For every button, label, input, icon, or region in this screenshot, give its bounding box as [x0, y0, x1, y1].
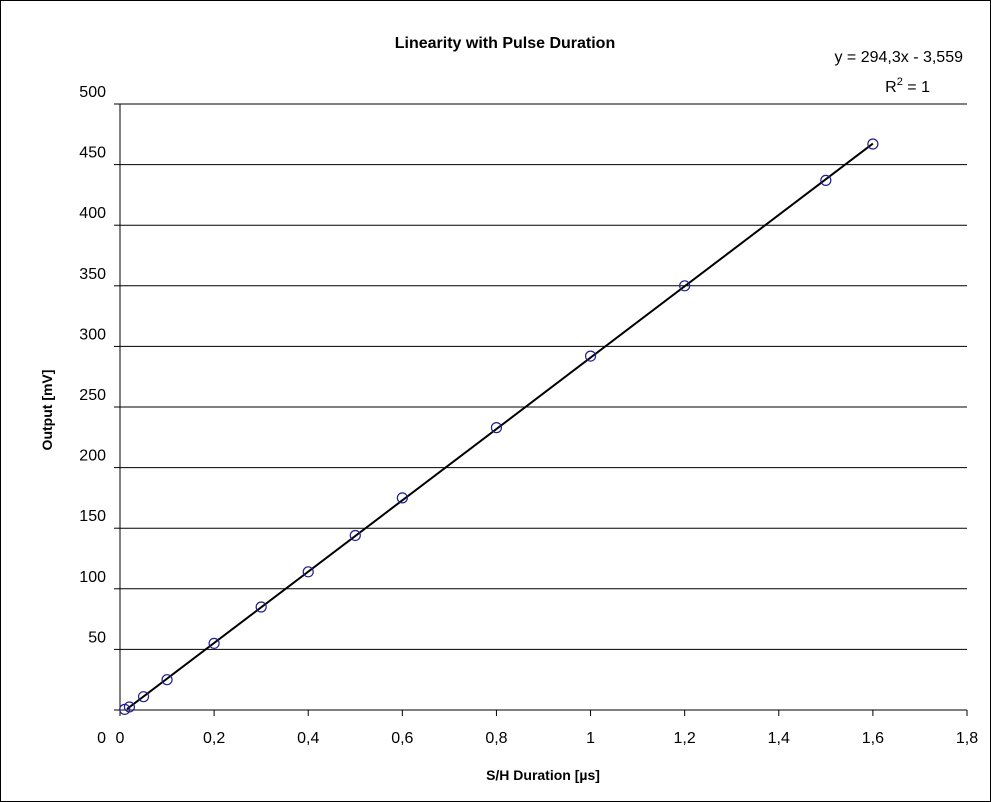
x-axis-ticks: 0 0,2 0,4 0,6 0,8 1 1,2 1,4 1,6 1,8: [116, 710, 978, 747]
y-tick-label: 0: [97, 730, 106, 747]
y-tick-label: 200: [79, 448, 106, 465]
data-point: [349, 529, 361, 542]
y-tick-label: 100: [79, 569, 106, 586]
y-tick-label: 400: [79, 205, 106, 222]
r-squared-base: R: [885, 79, 897, 96]
data-point: [255, 601, 267, 613]
x-tick-label: 1,6: [862, 730, 884, 747]
y-tick-label: 50: [88, 629, 106, 646]
r-squared-superscript: 2: [897, 76, 903, 88]
y-tick-label: 300: [79, 326, 106, 343]
x-tick-label: 0,4: [297, 730, 319, 747]
r-squared-value: = 1: [903, 79, 930, 96]
x-tick-label: 0: [116, 730, 125, 747]
y-axis-title: Output [mV]: [39, 370, 55, 451]
y-tick-label: 500: [79, 84, 106, 101]
trendline-group: [126, 142, 874, 710]
x-tick-label: 1,4: [768, 730, 790, 747]
data-point: [396, 492, 408, 504]
y-tick-label: 450: [79, 145, 106, 162]
data-point: [820, 174, 832, 186]
data-point: [679, 280, 691, 292]
data-point: [490, 422, 503, 434]
gridlines: [120, 103, 967, 650]
data-point: [137, 691, 150, 703]
x-tick-label: 1,8: [956, 730, 978, 747]
trendline-equation: y = 294,3x - 3,559: [834, 49, 963, 66]
data-points: [119, 138, 879, 715]
r-squared-label: R2 = 1: [885, 76, 930, 96]
data-point: [867, 138, 879, 150]
trendline: [126, 142, 874, 710]
y-axis-ticks: 0 50 100 150 200 250 300 350 400 450 500: [79, 84, 120, 747]
chart-title: Linearity with Pulse Duration: [395, 35, 615, 52]
data-point: [302, 566, 314, 578]
x-tick-label: 1,2: [674, 730, 696, 747]
data-point: [208, 637, 220, 649]
data-point: [161, 674, 173, 686]
data-point: [123, 701, 136, 713]
data-point: [584, 350, 597, 362]
x-tick-label: 1: [586, 730, 595, 747]
x-tick-label: 0,8: [485, 730, 507, 747]
x-axis-title: S/H Duration [µs]: [486, 767, 600, 783]
y-tick-label: 250: [79, 387, 106, 404]
x-tick-label: 0,6: [391, 730, 413, 747]
y-tick-label: 350: [79, 266, 106, 283]
y-tick-label: 150: [79, 508, 106, 525]
x-tick-label: 0,2: [203, 730, 225, 747]
